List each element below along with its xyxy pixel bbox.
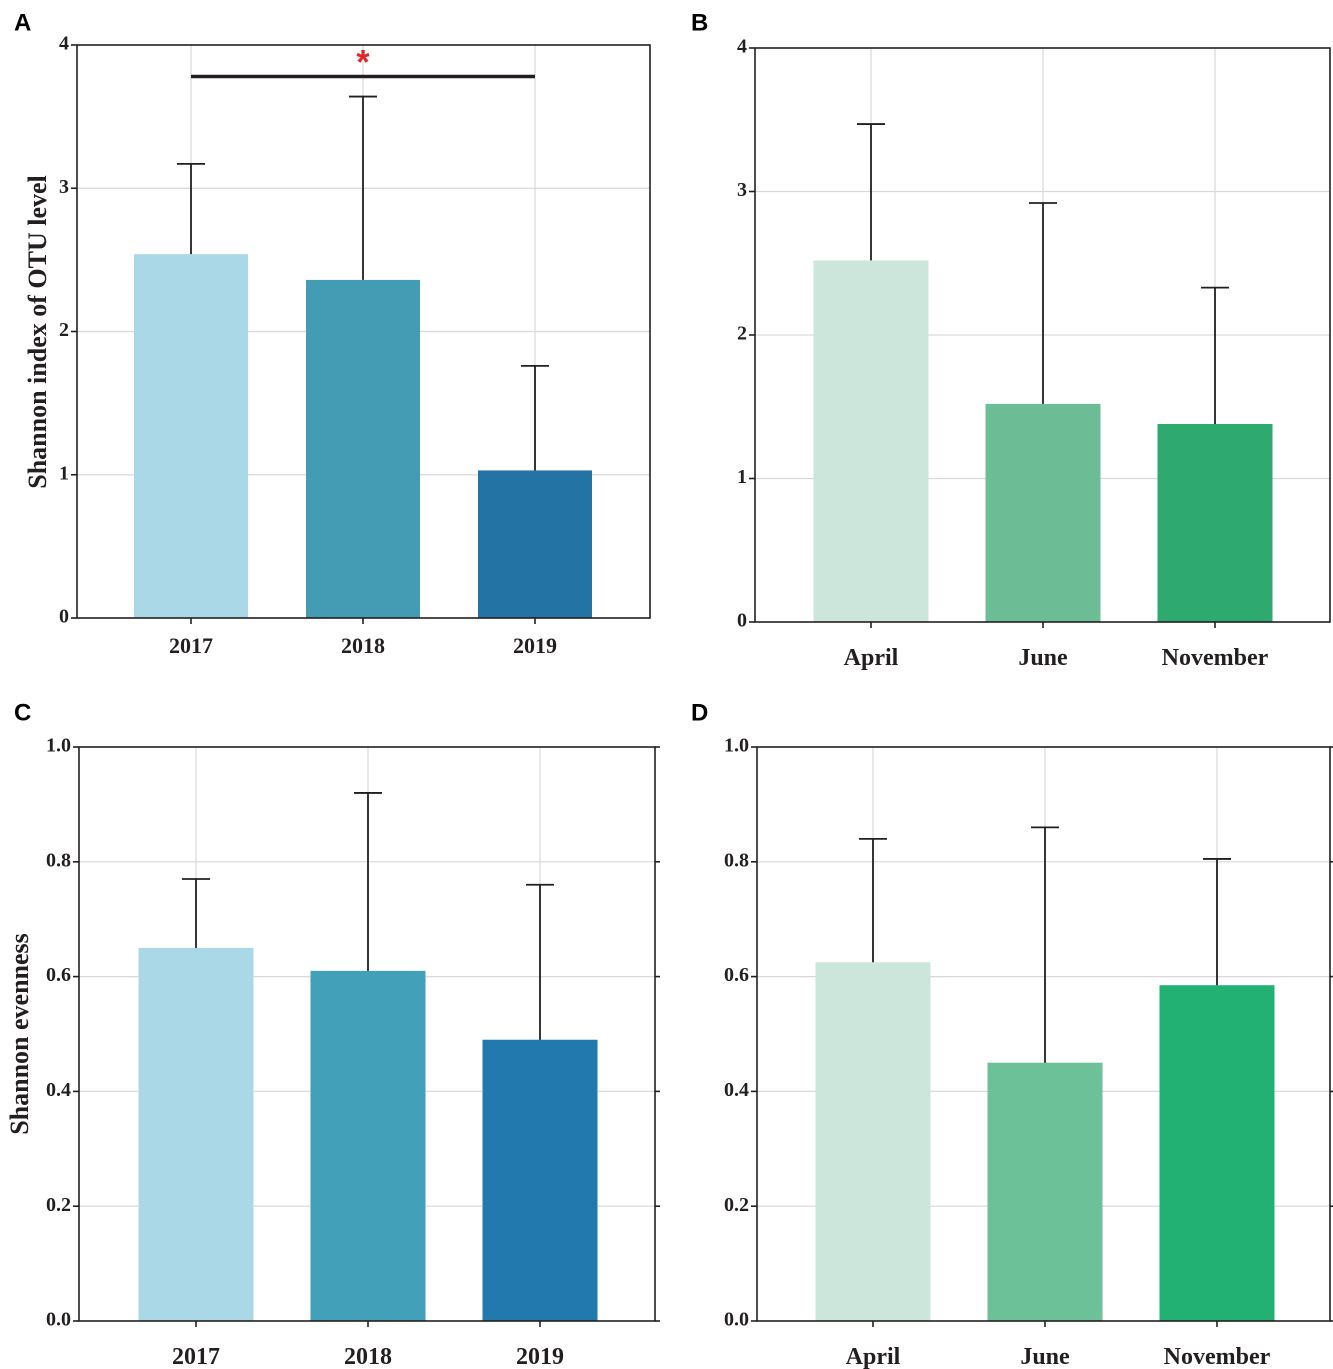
y-tick-label: 0.2 [46,1194,71,1216]
y-tick-label: 0 [59,606,69,628]
panel-b: B 0 1 2 3 4 April June November [691,9,1331,671]
bar-2018 [310,970,426,1321]
bar-june [987,1062,1103,1321]
y-axis-title: Shannon index of OTU level [23,175,52,489]
y-tick-label: 4 [59,33,69,55]
bar-2017 [134,254,248,618]
y-tick-label: 4 [737,36,747,58]
y-tick-label: 0.2 [724,1194,749,1216]
x-tick-label: November [1162,645,1269,671]
bar-2018 [306,279,420,618]
y-tick-label: 0.4 [46,1079,71,1101]
y-tick-label: 1 [737,466,747,488]
x-tick-label: 2018 [344,1344,392,1369]
y-tick-label: 0.8 [46,849,71,871]
y-tick-label: 3 [59,176,69,198]
x-tick-label: 2017 [172,1344,220,1369]
y-tick-label: 1.0 [46,735,71,757]
x-tick-label: 2018 [341,633,385,658]
bar-2019 [482,1039,598,1321]
plot-frame [756,746,1331,1322]
panel-letter: B [691,9,708,36]
y-tick-label: 0.6 [724,964,749,986]
bar-june [985,403,1101,622]
y-tick-label: 1.0 [724,735,749,757]
x-tick-label: June [1020,1344,1070,1369]
plot-frame [78,746,656,1322]
y-tick-label: 2 [737,323,747,345]
bar-2017 [138,947,254,1321]
y-tick-label: 0.8 [724,849,749,871]
x-tick-label: April [844,645,899,671]
bar-november [1157,423,1273,622]
panel-letter: C [14,699,31,726]
x-tick-label: 2017 [169,633,213,658]
x-tick-label: April [846,1344,901,1369]
x-tick-label: June [1018,645,1068,671]
significance-star: * [356,44,370,82]
y-tick-label: 0.4 [724,1079,749,1101]
panel-a: A 0 1 2 3 4 2017 2018 2019 Shannon index of OTU l… [14,9,651,658]
panel-letter: A [14,9,31,36]
y-axis-title: Shannon evenness [5,933,34,1135]
x-tick-label: 2019 [513,633,557,658]
bar-april [815,962,931,1321]
x-tick-label: November [1164,1344,1271,1369]
y-tick-label: 1 [59,462,69,484]
y-tick-label: 0 [737,610,747,632]
y-tick-label: 0.6 [46,964,71,986]
panel-c: C 0.0 0.2 0.4 0.6 0.8 1.0 2017 2018 2019 Shannon e… [5,699,660,1369]
y-tick-label: 0.0 [724,1309,749,1331]
y-tick-label: 2 [59,319,69,341]
panel-letter: D [691,699,708,726]
bar-november [1159,985,1275,1321]
panel-d: D 0.0 0.2 0.4 0.6 0.8 1.0 April June November [691,699,1333,1369]
bar-2019 [478,470,592,618]
bar-april [813,260,929,622]
y-tick-label: 0.0 [46,1309,71,1331]
y-tick-label: 3 [737,179,747,201]
x-tick-label: 2019 [516,1344,564,1369]
